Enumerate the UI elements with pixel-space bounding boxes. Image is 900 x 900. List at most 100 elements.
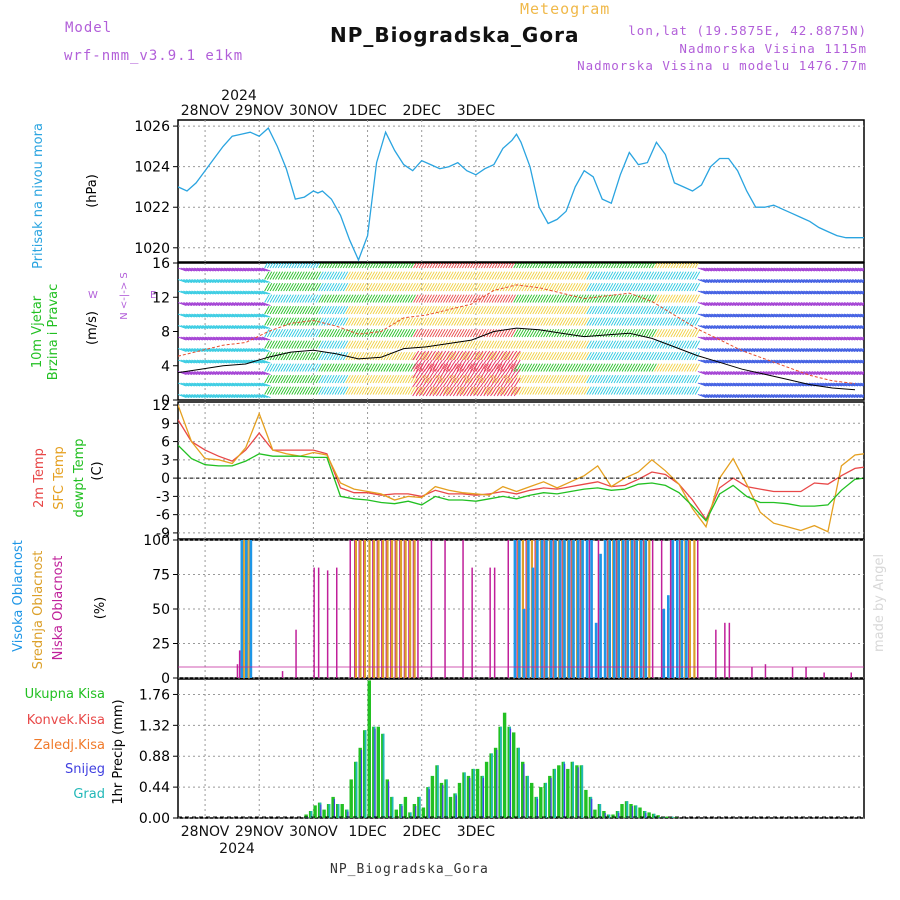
wind-arrow [256,279,266,284]
wind-arrow [310,305,316,315]
wind-arrow [768,348,777,353]
wind-arrow [854,279,864,284]
precip-bar-mix [409,812,412,818]
wind-arrow [505,305,511,315]
wind-arrow [692,363,698,372]
wind-arrow [551,305,557,315]
wind-arrow [221,267,230,272]
wind-arrow [605,363,611,372]
wind-arrow [516,263,520,269]
wind-arrow [749,313,758,318]
wind-arrow [207,394,217,399]
wind-arrow [827,348,837,353]
wind-arrow [830,336,840,341]
wind-arrow [505,340,511,349]
precip-ylabel: 1hr Precip (mm) [111,699,126,804]
wind-arrow [711,279,721,284]
wind-arrow [232,336,241,341]
wind-arrow [841,290,851,295]
wind-arrow [700,279,710,284]
wind-arrow-strong [429,368,436,379]
cloud-bar [671,540,675,678]
wind-arrow [640,305,646,315]
wind-arrow [819,302,829,307]
wind-arrow [180,359,190,364]
wind-arrow [656,271,663,280]
wind-arrow [746,325,756,330]
wind-compass-ns: N <-|-> S [119,272,130,320]
wind-arrow-strong [463,377,470,388]
wind-arrow [778,313,788,318]
wind-arrow [264,282,270,292]
wind-arrow [656,282,663,292]
wind-arrow [204,279,214,284]
wind-arrow [732,371,742,376]
wind-arrow [180,325,190,330]
wind-arrow [288,305,294,315]
wind-arrow [648,340,655,349]
wind-arrow [697,325,707,330]
wind-arrow [860,290,864,293]
wind-arrow [583,305,590,315]
wind-arrow [716,382,726,387]
wind-arrow [803,359,813,364]
wind-arrow [708,359,718,364]
wind-arrow [722,371,731,376]
wind-arrow [405,317,411,326]
wind-arrow [418,317,424,326]
wind-arrow [825,371,834,376]
wind-arrow [272,263,277,269]
wind-arrow [215,336,225,341]
wind-arrow [280,271,286,280]
wind-arrow [215,313,225,318]
wind-arrow [754,336,764,341]
wind-arrow [854,359,864,364]
wind-arrow [386,317,392,326]
wind-arrow [334,340,340,349]
wind-arrow [613,263,618,269]
wind-arrow [334,282,340,292]
wind-arrow [857,290,864,294]
wind-arrow [597,386,603,395]
wind-arrow [711,302,721,307]
wind-arrow [432,305,438,315]
wind-arrow [562,363,568,372]
wind-arrow [648,271,655,280]
wind-arrow [838,348,848,353]
wind-arrow [581,351,587,361]
wind-arrow [194,267,203,272]
wind-arrow [632,340,638,349]
wind-arrow-strong [469,350,477,361]
wind-arrow [402,351,408,361]
wind-arrow [700,382,710,387]
wind-arrow [735,279,745,284]
wind-ylabel-1: 10m Vjetar [30,295,45,368]
wind-arrow [283,328,289,338]
wind-arrow [795,359,805,364]
wind-arrow [269,271,275,280]
wind-arrow [237,348,247,353]
wind-arrow [502,282,508,292]
wind-speed-line [178,327,856,391]
wind-arrow [232,348,241,353]
wind-arrow [727,359,737,364]
wind-arrow [564,305,571,315]
wind-arrow [448,271,454,280]
wind-arrow [543,305,549,315]
wind-arrow [226,371,236,376]
wind-arrow [388,363,395,372]
wind-arrow [283,351,289,361]
wind-arrow [196,394,206,399]
wind-arrow [386,386,392,395]
cloud-bar [408,540,410,678]
wind-arrow [194,336,203,341]
wind-arrow [600,263,604,269]
wind-arrow [857,313,864,317]
wind-arrow [651,317,657,326]
wind-arrow [356,271,362,280]
wind-arrow [318,386,324,395]
wind-arrow [556,363,562,372]
wind-arrow [242,348,252,353]
precip-bar [403,796,408,818]
wind-arrow-strong [500,359,508,370]
